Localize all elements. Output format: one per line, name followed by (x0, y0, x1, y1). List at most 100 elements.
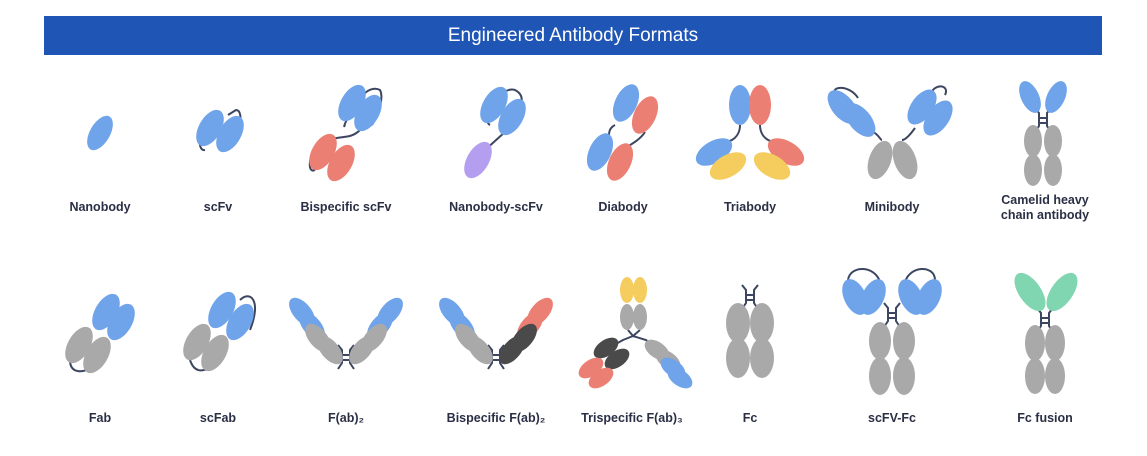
label-bispecific-fab2: Bispecific F(ab)₂ (446, 411, 546, 425)
domain (588, 367, 614, 389)
camelid-illustration (1019, 81, 1067, 186)
domain (1045, 81, 1067, 113)
domain (498, 98, 526, 136)
fab2-illustration (289, 297, 403, 370)
linker (741, 284, 759, 310)
label-scfv: scFv (203, 200, 233, 214)
domain (107, 303, 135, 341)
title-banner: Engineered Antibody Formats (44, 16, 1102, 55)
label-trispecific-fab3: Trispecific F(ab)₃ (581, 411, 683, 425)
fc-illustration (726, 284, 774, 378)
domain (467, 335, 493, 365)
domain (633, 277, 647, 303)
domain (1045, 358, 1065, 394)
domain (499, 335, 525, 365)
linker (1036, 307, 1054, 333)
label-fc-fusion: Fc fusion (1017, 411, 1073, 425)
domain (869, 357, 891, 395)
domain (1019, 81, 1041, 113)
linker (1034, 107, 1052, 133)
scfab-illustration (183, 291, 256, 372)
label-triabody: Triabody (723, 200, 777, 214)
label-scfab: scFab (199, 411, 237, 425)
domain (208, 291, 236, 329)
nanobody-illustration (87, 115, 113, 151)
domain (1025, 325, 1045, 361)
label-bispecific-scfv: Bispecific scFv (300, 200, 392, 214)
domain (606, 143, 634, 181)
diagram-title: Engineered Antibody Formats (447, 24, 699, 46)
domain (869, 322, 891, 360)
domain (216, 115, 244, 153)
domain (750, 338, 774, 378)
domain (631, 96, 659, 134)
domain (726, 303, 750, 343)
domain (1045, 325, 1065, 361)
fc-fusion-illustration (1014, 272, 1078, 394)
fab-illustration (65, 293, 135, 374)
domain (586, 133, 614, 171)
domain (354, 94, 382, 132)
domain (480, 86, 508, 124)
domain (464, 141, 492, 179)
domain (907, 89, 937, 125)
domain (620, 277, 634, 303)
domain (349, 335, 375, 365)
label-camelid: Camelid heavy chain antibody (1000, 193, 1090, 222)
diabody-illustration (586, 84, 659, 181)
linker (719, 124, 781, 143)
linker (847, 268, 936, 283)
domain (201, 334, 229, 372)
trispecific-fab3-illustration (578, 277, 693, 389)
domain (327, 144, 355, 182)
label-fab: Fab (88, 411, 112, 425)
domain (867, 140, 893, 180)
domain (753, 152, 791, 180)
label-scfv-fc: scFV-Fc (868, 411, 916, 425)
domain (729, 85, 751, 125)
domain (604, 348, 630, 370)
domain (860, 279, 886, 315)
domain (1046, 272, 1078, 312)
domain (726, 338, 750, 378)
scfv-fc-illustration (842, 268, 942, 395)
domain (1044, 154, 1062, 186)
label-diabody: Diabody (598, 200, 648, 214)
domain (226, 303, 254, 341)
bispecific-fab2-illustration (439, 297, 553, 370)
domain (892, 140, 918, 180)
label-fc: Fc (742, 411, 758, 425)
domain (916, 279, 942, 315)
label-minibody: Minibody (864, 200, 920, 214)
label-nanobody: Nanobody (69, 200, 131, 214)
label-fab2: F(ab)₂ (327, 411, 365, 425)
domain (1014, 272, 1046, 312)
domain (196, 109, 224, 147)
domain (633, 304, 647, 330)
domain (620, 304, 634, 330)
nanobody-scfv-illustration (464, 86, 526, 179)
domain (1024, 125, 1042, 157)
linker (883, 302, 901, 328)
domain (1044, 125, 1062, 157)
linker (869, 127, 916, 141)
triabody-illustration (695, 85, 805, 180)
domain (709, 152, 747, 180)
domain (612, 84, 640, 122)
minibody-illustration (827, 85, 953, 180)
bispecific-scfv-illustration (308, 84, 383, 182)
domain (317, 335, 343, 365)
domain (667, 367, 693, 389)
domain (83, 336, 111, 374)
label-nanobody-scfv: Nanobody-scFv (449, 200, 543, 214)
domain (893, 357, 915, 395)
domain (749, 85, 771, 125)
domain (750, 303, 774, 343)
scfv-illustration (196, 108, 244, 153)
domain (893, 322, 915, 360)
domain (1025, 358, 1045, 394)
domain (1024, 154, 1042, 186)
domain (87, 115, 113, 151)
domain (844, 103, 876, 137)
